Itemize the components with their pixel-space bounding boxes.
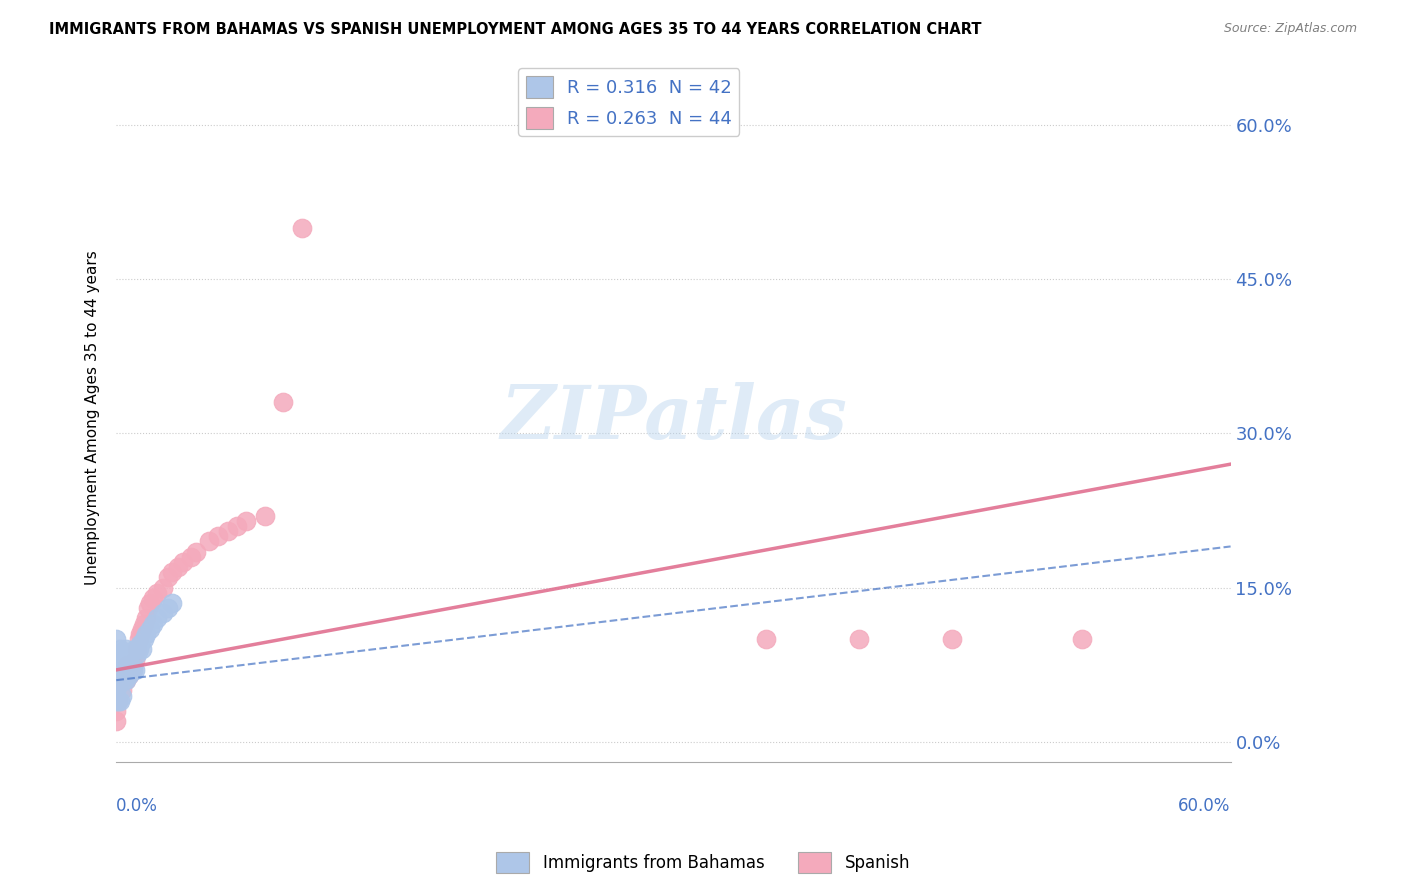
Point: [111, 668, 134, 682]
Text: Source: ZipAtlas.com: Source: ZipAtlas.com: [1223, 22, 1357, 36]
Point: [142, 616, 165, 631]
Point: [131, 622, 153, 636]
Point: [108, 642, 131, 657]
Point: [291, 220, 314, 235]
Point: [138, 596, 160, 610]
Point: [125, 648, 148, 662]
Text: 60.0%: 60.0%: [1178, 797, 1230, 814]
Legend: Immigrants from Bahamas, Spanish: Immigrants from Bahamas, Spanish: [489, 846, 917, 880]
Point: [117, 668, 139, 682]
Point: [105, 683, 128, 698]
Point: [128, 632, 150, 646]
Point: [198, 534, 221, 549]
Text: IMMIGRANTS FROM BAHAMAS VS SPANISH UNEMPLOYMENT AMONG AGES 35 TO 44 YEARS CORREL: IMMIGRANTS FROM BAHAMAS VS SPANISH UNEMP…: [49, 22, 981, 37]
Point: [217, 524, 239, 538]
Point: [107, 668, 129, 682]
Point: [941, 632, 963, 646]
Point: [111, 689, 134, 703]
Legend: R = 0.316  N = 42, R = 0.263  N = 44: R = 0.316 N = 42, R = 0.263 N = 44: [519, 69, 740, 136]
Point: [112, 673, 135, 688]
Point: [118, 668, 141, 682]
Point: [128, 642, 150, 657]
Point: [172, 555, 194, 569]
Point: [157, 601, 180, 615]
Point: [124, 642, 146, 657]
Point: [107, 678, 129, 692]
Point: [124, 663, 146, 677]
Point: [134, 616, 156, 631]
Point: [146, 611, 169, 625]
Y-axis label: Unemployment Among Ages 35 to 44 years: Unemployment Among Ages 35 to 44 years: [86, 251, 100, 585]
Point: [114, 673, 136, 688]
Point: [135, 627, 157, 641]
Point: [134, 632, 156, 646]
Point: [131, 642, 153, 657]
Point: [105, 683, 128, 698]
Point: [107, 648, 129, 662]
Point: [112, 648, 135, 662]
Point: [184, 544, 207, 558]
Point: [105, 704, 128, 718]
Point: [105, 663, 128, 677]
Point: [107, 694, 129, 708]
Point: [136, 601, 159, 615]
Point: [207, 529, 229, 543]
Point: [122, 663, 145, 677]
Point: [1071, 632, 1094, 646]
Point: [105, 694, 128, 708]
Point: [120, 657, 142, 672]
Point: [117, 648, 139, 662]
Point: [105, 632, 128, 646]
Point: [129, 637, 152, 651]
Point: [111, 652, 134, 666]
Point: [114, 642, 136, 657]
Point: [105, 673, 128, 688]
Point: [111, 683, 134, 698]
Point: [112, 668, 135, 682]
Point: [125, 642, 148, 657]
Point: [226, 519, 249, 533]
Point: [105, 714, 128, 729]
Point: [107, 657, 129, 672]
Point: [142, 591, 165, 605]
Point: [124, 652, 146, 666]
Point: [152, 581, 174, 595]
Point: [120, 663, 142, 677]
Point: [118, 668, 141, 682]
Point: [160, 596, 183, 610]
Point: [129, 627, 152, 641]
Point: [273, 395, 295, 409]
Point: [180, 549, 202, 564]
Point: [146, 586, 169, 600]
Text: ZIPatlas: ZIPatlas: [501, 382, 846, 454]
Point: [118, 652, 141, 666]
Point: [114, 673, 136, 688]
Point: [160, 565, 183, 579]
Point: [152, 607, 174, 621]
Point: [166, 560, 188, 574]
Point: [108, 673, 131, 688]
Point: [117, 657, 139, 672]
Point: [157, 570, 180, 584]
Text: 0.0%: 0.0%: [117, 797, 157, 814]
Point: [122, 657, 145, 672]
Point: [135, 611, 157, 625]
Point: [108, 657, 131, 672]
Point: [105, 652, 128, 666]
Point: [108, 673, 131, 688]
Point: [138, 622, 160, 636]
Point: [253, 508, 276, 523]
Point: [105, 694, 128, 708]
Point: [107, 694, 129, 708]
Point: [107, 678, 129, 692]
Point: [108, 694, 131, 708]
Point: [235, 514, 257, 528]
Point: [755, 632, 778, 646]
Point: [848, 632, 870, 646]
